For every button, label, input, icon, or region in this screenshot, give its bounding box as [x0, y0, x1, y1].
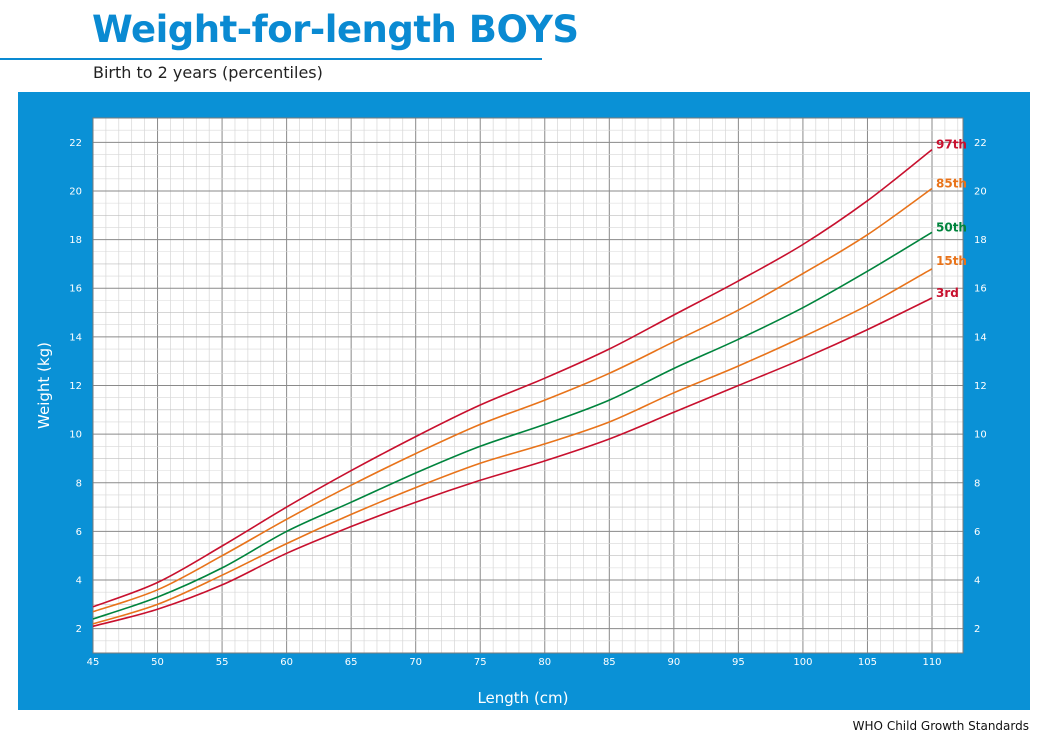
y-tick-label-left: 10	[69, 430, 82, 441]
y-tick-label-right: 14	[974, 332, 987, 343]
x-tick-label: 80	[538, 657, 551, 668]
y-tick-label-left: 2	[76, 624, 82, 635]
x-tick-label: 65	[345, 657, 358, 668]
title-rule	[0, 58, 542, 60]
y-tick-label-left: 18	[69, 235, 82, 246]
chart-grid	[92, 117, 964, 654]
series-label-50th: 50th	[936, 220, 967, 234]
x-tick-label: 55	[216, 657, 229, 668]
series-label-85th: 85th	[936, 177, 967, 191]
y-tick-label-right: 16	[974, 284, 987, 295]
x-tick-label: 75	[474, 657, 487, 668]
y-tick-label-right: 18	[974, 235, 987, 246]
y-axis-label: Weight (kg)	[35, 342, 53, 429]
x-tick-label: 60	[280, 657, 293, 668]
series-line-97th	[92, 148, 933, 608]
source-credit: WHO Child Growth Standards	[852, 719, 1029, 733]
x-tick-label: 110	[922, 657, 941, 668]
y-tick-label-right: 8	[974, 478, 980, 489]
series-line-50th	[92, 231, 933, 620]
y-tick-label-left: 12	[69, 381, 82, 392]
y-tick-label-right: 2	[974, 624, 980, 635]
y-tick-label-right: 12	[974, 381, 987, 392]
series-label-15th: 15th	[936, 254, 967, 268]
page-subtitle: Birth to 2 years (percentiles)	[93, 63, 323, 82]
x-tick-label: 70	[409, 657, 422, 668]
y-tick-label-left: 6	[76, 527, 82, 538]
x-tick-label: 105	[858, 657, 877, 668]
y-tick-label-left: 22	[69, 138, 82, 149]
x-tick-label: 95	[732, 657, 745, 668]
x-tick-label: 50	[151, 657, 164, 668]
series-labels: 97th 85th 50th 15th 3rd	[936, 138, 967, 300]
y-tick-label-left: 20	[69, 186, 82, 197]
chart-panel: 45 50 55 60 65 70 75 80 85 90 95 100 105 110 2 2 4 4 6 6 8 8 1…	[18, 92, 1030, 710]
page-title: Weight-for-length BOYS	[92, 8, 579, 51]
y-tick-label-right: 10	[974, 430, 987, 441]
y-tick-label-left: 4	[76, 576, 82, 587]
series-line-15th	[92, 268, 933, 625]
series-label-3rd: 3rd	[936, 286, 959, 300]
x-tick-label: 85	[603, 657, 616, 668]
y-tick-label-left: 16	[69, 284, 82, 295]
y-tick-label-left: 14	[69, 332, 82, 343]
series-line-3rd	[92, 297, 933, 628]
y-tick-label-right: 22	[974, 138, 987, 149]
x-tick-label: 100	[793, 657, 812, 668]
x-tick-label: 45	[87, 657, 100, 668]
plot-border	[92, 117, 964, 654]
x-tick-label: 90	[667, 657, 680, 668]
y-tick-label-right: 4	[974, 576, 980, 587]
y-tick-label-right: 20	[974, 186, 987, 197]
percentile-lines	[92, 148, 933, 628]
series-line-85th	[92, 187, 933, 613]
x-axis-label: Length (cm)	[477, 689, 568, 707]
series-label-97th: 97th	[936, 138, 967, 152]
y-tick-label-left: 8	[76, 478, 82, 489]
y-tick-label-right: 6	[974, 527, 980, 538]
